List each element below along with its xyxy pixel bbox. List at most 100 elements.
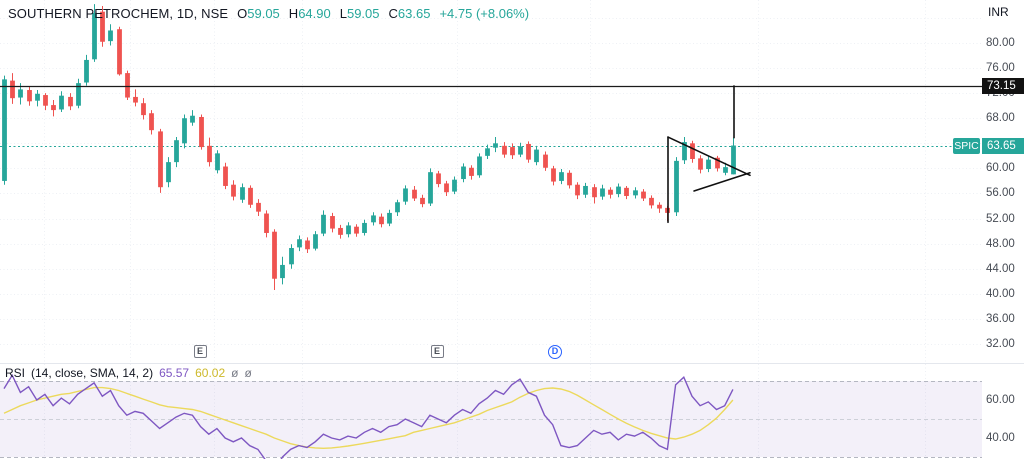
rsi-axis-label: 60.00 bbox=[986, 394, 1015, 406]
triangle-upper-line[interactable] bbox=[667, 136, 751, 177]
candle-body bbox=[583, 185, 588, 195]
candle-body bbox=[518, 146, 523, 155]
candle bbox=[371, 212, 376, 226]
trend-drawings[interactable] bbox=[667, 85, 751, 224]
candle bbox=[485, 144, 490, 159]
candle-body bbox=[190, 115, 195, 123]
rsi-band-value-2: ø bbox=[244, 366, 252, 380]
candle-body bbox=[149, 113, 154, 131]
candle bbox=[723, 162, 728, 176]
candle bbox=[543, 151, 548, 171]
candle-body bbox=[51, 105, 56, 111]
candle bbox=[477, 153, 482, 178]
candle-body bbox=[2, 79, 7, 181]
candle bbox=[592, 184, 597, 204]
price-axis-label: 52.00 bbox=[986, 212, 1015, 225]
candle-body bbox=[633, 190, 638, 196]
price-axis-label: 60.00 bbox=[986, 162, 1015, 175]
horizontal-gridlines bbox=[0, 18, 982, 345]
earnings-marker[interactable]: E bbox=[430, 345, 444, 358]
price-axis[interactable]: INR 80.0076.0072.0068.0060.0056.0052.004… bbox=[982, 0, 1024, 459]
candle-body bbox=[10, 80, 15, 99]
symbol-title[interactable]: SOUTHERN PETROCHEM, 1D, NSE bbox=[8, 6, 229, 21]
candle-body bbox=[485, 148, 490, 156]
high-label: H bbox=[288, 6, 299, 21]
candle bbox=[690, 140, 695, 163]
candle-body bbox=[543, 154, 548, 168]
candle-body bbox=[207, 145, 212, 163]
candle bbox=[403, 185, 408, 205]
candle bbox=[682, 137, 687, 165]
candle-body bbox=[346, 225, 351, 235]
candle bbox=[43, 93, 48, 111]
candle bbox=[387, 209, 392, 227]
candle bbox=[125, 70, 130, 101]
alert-price-tag[interactable]: 73.15 bbox=[982, 78, 1024, 94]
candle bbox=[280, 256, 285, 285]
price-axis-label: 48.00 bbox=[986, 237, 1015, 250]
rsi-ma-value: 60.02 bbox=[195, 366, 226, 380]
triangle-lower-line[interactable] bbox=[693, 171, 751, 192]
candle-body bbox=[723, 167, 728, 173]
candle bbox=[354, 224, 359, 237]
pane-separator[interactable] bbox=[0, 363, 1024, 364]
candle-body bbox=[428, 172, 433, 204]
candle bbox=[715, 155, 720, 172]
candle bbox=[461, 163, 466, 183]
candle bbox=[502, 142, 507, 158]
candle bbox=[583, 182, 588, 198]
ohlc-close: C63.65 bbox=[389, 6, 431, 21]
candle-body bbox=[608, 189, 613, 195]
candle-body bbox=[330, 216, 335, 229]
candle bbox=[174, 137, 179, 168]
rsi-value: 65.57 bbox=[159, 366, 190, 380]
candle bbox=[248, 185, 253, 208]
candle-body bbox=[682, 142, 687, 161]
earnings-marker[interactable]: E bbox=[193, 345, 207, 358]
candle bbox=[264, 210, 269, 238]
candle-body bbox=[231, 184, 236, 197]
candle bbox=[321, 210, 326, 237]
candle-body bbox=[395, 202, 400, 213]
candle bbox=[493, 137, 498, 153]
rsi-ma-line bbox=[3, 386, 734, 450]
dividend-marker[interactable]: D bbox=[548, 345, 562, 359]
candle bbox=[305, 237, 310, 254]
last-price-tag: 63.65 bbox=[982, 138, 1024, 154]
candle-body bbox=[59, 95, 64, 110]
candle bbox=[313, 231, 318, 251]
close-value: 63.65 bbox=[397, 6, 431, 21]
candle bbox=[117, 26, 122, 76]
candle-body bbox=[657, 204, 662, 209]
candle-body bbox=[68, 96, 73, 107]
candle-body bbox=[592, 187, 597, 198]
candlestick-series bbox=[2, 4, 736, 291]
rsi-line bbox=[3, 373, 734, 459]
candle-body bbox=[698, 158, 703, 170]
candle-body bbox=[199, 116, 204, 148]
candle-body bbox=[35, 93, 40, 101]
candle-body bbox=[452, 179, 457, 192]
candle-body bbox=[600, 188, 605, 197]
candle-body bbox=[575, 184, 580, 196]
candle bbox=[92, 4, 97, 62]
rsi-title[interactable]: RSI bbox=[5, 366, 26, 380]
candle-body bbox=[436, 173, 441, 185]
candle bbox=[633, 187, 638, 199]
candle-body bbox=[534, 149, 539, 163]
candle-body bbox=[371, 215, 376, 223]
candle-body bbox=[166, 162, 171, 183]
candle-body bbox=[444, 183, 449, 193]
candle-body bbox=[117, 29, 122, 75]
candle-body bbox=[240, 187, 245, 200]
candle bbox=[76, 78, 81, 109]
candle-body bbox=[174, 140, 179, 163]
candle-body bbox=[158, 131, 163, 188]
candle bbox=[27, 86, 32, 106]
candle bbox=[444, 180, 449, 196]
candle bbox=[338, 224, 343, 239]
rsi-band-value-1: ø bbox=[231, 366, 239, 380]
candle-body bbox=[182, 118, 187, 144]
candle-body bbox=[706, 159, 711, 170]
